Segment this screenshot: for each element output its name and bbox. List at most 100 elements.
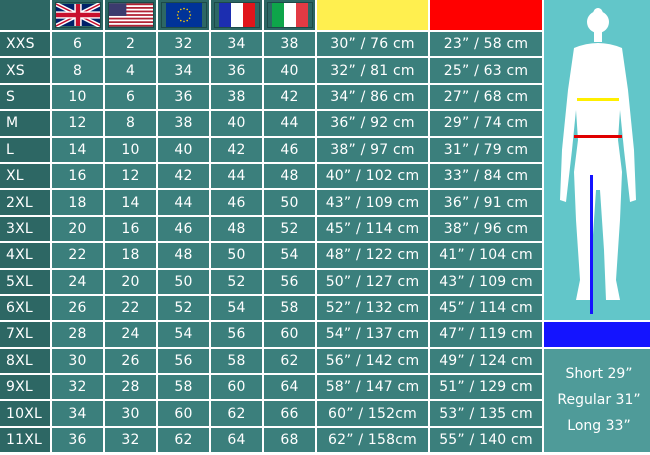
eu-flag-cell	[158, 0, 209, 30]
cell-fr: 46	[211, 190, 262, 215]
cell-us: 16	[105, 216, 156, 242]
cell-fr: 34	[211, 32, 262, 57]
cell-it: 60	[264, 322, 315, 347]
cell-size: 8XL	[0, 348, 50, 374]
waist-color-header	[317, 0, 428, 30]
cell-uk: 6	[52, 32, 103, 57]
cell-it: 62	[264, 348, 315, 374]
cell-hip: 25” / 63 cm	[430, 58, 542, 83]
cell-hip: 45” / 114 cm	[430, 295, 542, 321]
cell-hip: 49” / 124 cm	[430, 348, 542, 374]
cell-fr: 52	[211, 269, 262, 294]
cell-eu: 52	[158, 295, 209, 321]
us-flag-cell	[105, 0, 156, 30]
cell-fr: 58	[211, 348, 262, 374]
cell-waist: 36” / 92 cm	[317, 111, 428, 136]
cell-hip: 23” / 58 cm	[430, 32, 542, 57]
cell-us: 18	[105, 243, 156, 268]
cell-size: 11XL	[0, 427, 50, 453]
cell-waist: 45” / 114 cm	[317, 216, 428, 242]
inseam-line	[590, 175, 593, 314]
cell-uk: 36	[52, 427, 103, 453]
cell-us: 24	[105, 322, 156, 347]
cell-hip: 53” / 135 cm	[430, 401, 542, 426]
cell-uk: 12	[52, 111, 103, 136]
cell-fr: 50	[211, 243, 262, 268]
cell-eu: 32	[158, 32, 209, 57]
cell-us: 4	[105, 58, 156, 83]
cell-fr: 38	[211, 84, 262, 110]
cell-it: 66	[264, 401, 315, 426]
france-flag-icon	[213, 2, 260, 28]
inseam-short: Short 29”	[565, 366, 633, 383]
cell-it: 54	[264, 243, 315, 268]
cell-eu: 60	[158, 401, 209, 426]
cell-size: 7XL	[0, 322, 50, 347]
cell-it: 56	[264, 269, 315, 294]
cell-waist: 60” / 152cm	[317, 401, 428, 426]
hip-color-header	[430, 0, 542, 30]
cell-size: L	[0, 137, 50, 162]
waist-line	[577, 98, 619, 101]
cell-size: 2XL	[0, 190, 50, 215]
cell-hip: 33” / 84 cm	[430, 163, 542, 189]
cell-waist: 40” / 102 cm	[317, 163, 428, 189]
cell-fr: 56	[211, 322, 262, 347]
cell-uk: 32	[52, 375, 103, 400]
cell-eu: 42	[158, 163, 209, 189]
cell-it: 46	[264, 137, 315, 162]
cell-it: 68	[264, 427, 315, 453]
cell-fr: 62	[211, 401, 262, 426]
cell-waist: 52” / 132 cm	[317, 295, 428, 321]
cell-size: XXS	[0, 32, 50, 57]
cell-us: 2	[105, 32, 156, 57]
cell-uk: 8	[52, 58, 103, 83]
cell-fr: 42	[211, 137, 262, 162]
cell-uk: 30	[52, 348, 103, 374]
cell-eu: 46	[158, 216, 209, 242]
cell-size: 4XL	[0, 243, 50, 268]
cell-it: 52	[264, 216, 315, 242]
cell-hip: 41” / 104 cm	[430, 243, 542, 268]
cell-hip: 43” / 109 cm	[430, 269, 542, 294]
cell-fr: 60	[211, 375, 262, 400]
cell-eu: 54	[158, 322, 209, 347]
cell-waist: 54” / 137 cm	[317, 322, 428, 347]
cell-uk: 16	[52, 163, 103, 189]
cell-it: 38	[264, 32, 315, 57]
body-figure-panel	[544, 0, 650, 321]
cell-us: 14	[105, 190, 156, 215]
cell-fr: 36	[211, 58, 262, 83]
cell-hip: 27” / 68 cm	[430, 84, 542, 110]
cell-it: 64	[264, 375, 315, 400]
cell-fr: 54	[211, 295, 262, 321]
cell-waist: 50” / 127 cm	[317, 269, 428, 294]
cell-it: 48	[264, 163, 315, 189]
cell-waist: 62” / 158cm	[317, 427, 428, 453]
cell-hip: 55” / 140 cm	[430, 427, 542, 453]
cell-size: XS	[0, 58, 50, 83]
cell-fr: 64	[211, 427, 262, 453]
cell-us: 12	[105, 163, 156, 189]
cell-waist: 48” / 122 cm	[317, 243, 428, 268]
cell-uk: 18	[52, 190, 103, 215]
cell-fr: 48	[211, 216, 262, 242]
cell-uk: 34	[52, 401, 103, 426]
cell-eu: 44	[158, 190, 209, 215]
cell-uk: 14	[52, 137, 103, 162]
cell-waist: 38” / 97 cm	[317, 137, 428, 162]
cell-waist: 32” / 81 cm	[317, 58, 428, 83]
cell-waist: 43” / 109 cm	[317, 190, 428, 215]
cell-it: 40	[264, 58, 315, 83]
cell-uk: 28	[52, 322, 103, 347]
cell-us: 26	[105, 348, 156, 374]
cell-eu: 34	[158, 58, 209, 83]
cell-it: 58	[264, 295, 315, 321]
italy-flag-cell	[264, 0, 315, 30]
inseam-long: Long 33”	[567, 418, 631, 435]
cell-size: S	[0, 84, 50, 110]
cell-uk: 22	[52, 243, 103, 268]
cell-us: 28	[105, 375, 156, 400]
cell-size: 5XL	[0, 269, 50, 294]
cell-waist: 30” / 76 cm	[317, 32, 428, 57]
